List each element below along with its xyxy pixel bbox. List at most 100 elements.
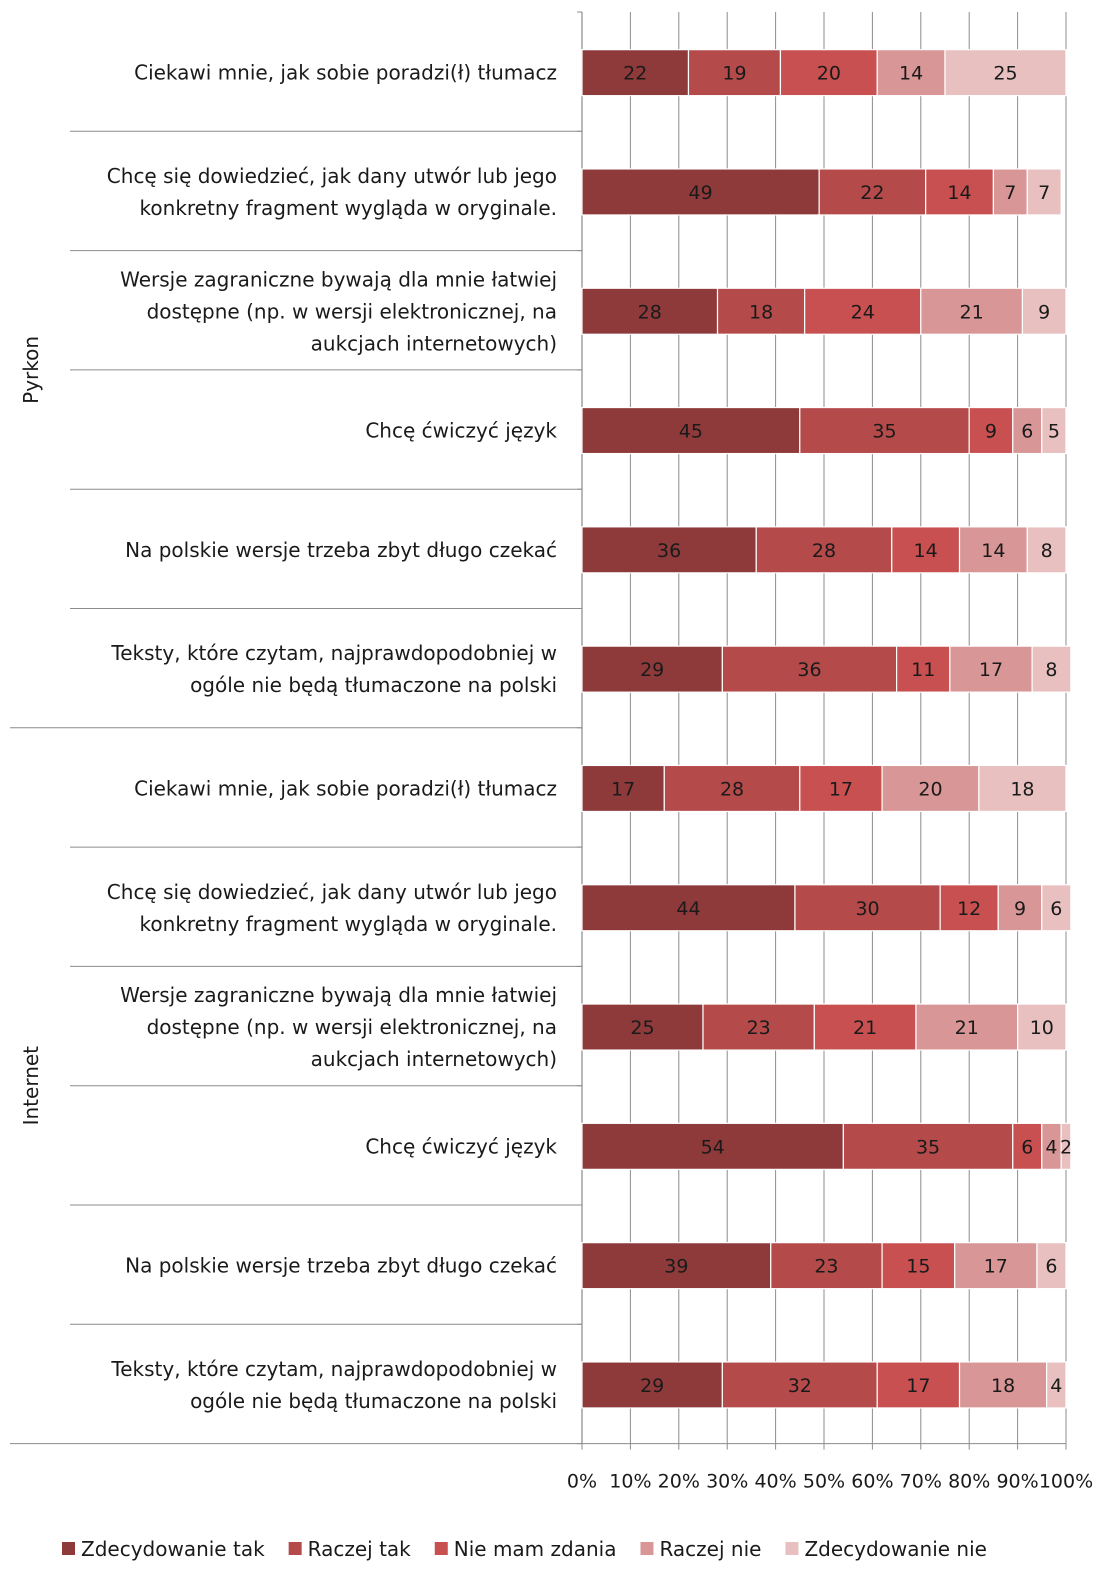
category-label: Chcę ćwiczyć język: [365, 419, 557, 443]
bar-segment: [992, 168, 1028, 216]
bar-value-label: 5: [1048, 421, 1060, 443]
bar-value-label: 39: [664, 1256, 688, 1278]
category-label: Chcę się dowiedzieć, jak dany utwór lub …: [107, 164, 557, 188]
bar-value-label: 18: [991, 1375, 1015, 1397]
bar-segment: [1036, 1242, 1067, 1290]
bar-segment: [1041, 406, 1067, 455]
legend-label: Raczej nie: [659, 1537, 761, 1561]
bar-value-label: 17: [611, 778, 635, 800]
bar-value-label: 49: [688, 182, 712, 204]
bar-segment: [1046, 1361, 1067, 1409]
bar-value-label: 21: [960, 301, 984, 323]
category-label: dostępne (np. w wersji elektronicznej, n…: [147, 1015, 557, 1039]
bar-segment: [968, 406, 1014, 455]
bar-segment: [1060, 1122, 1072, 1170]
bar-value-label: 7: [1038, 182, 1050, 204]
bar-segment: [1026, 168, 1062, 216]
bar-segment: [581, 1361, 723, 1409]
bar-segment: [1041, 884, 1072, 932]
bar-segment: [915, 1003, 1019, 1051]
bar-segment: [687, 49, 782, 97]
bar-value-label: 22: [623, 63, 647, 85]
category-label: ogóle nie będą tłumaczone na polski: [190, 673, 557, 697]
bar-value-label: 10: [1030, 1017, 1054, 1039]
bar-segment: [954, 1242, 1038, 1290]
legend-swatch: [288, 1542, 302, 1555]
bar-value-label: 4: [1050, 1375, 1062, 1397]
bar-segment: [721, 645, 898, 693]
bar-segment: [581, 526, 757, 574]
bar-segment: [581, 1003, 704, 1051]
category-label: Na polskie wersje trzeba zbyt długo czek…: [125, 1254, 557, 1278]
bar-value-label: 23: [814, 1256, 838, 1278]
bar-value-label: 8: [1045, 659, 1057, 681]
bar-segment: [1016, 1003, 1067, 1051]
bar-value-label: 17: [829, 778, 853, 800]
bar-segment: [1026, 526, 1067, 574]
legend-swatch: [785, 1542, 799, 1555]
bar-segment: [581, 168, 820, 216]
bar-segment: [813, 1003, 917, 1051]
bar-value-label: 45: [679, 421, 703, 443]
x-tick-label: 20%: [658, 1471, 700, 1493]
category-label: Chcę ćwiczyć język: [365, 1134, 557, 1158]
bar-value-label: 7: [1004, 182, 1016, 204]
bar-value-label: 17: [906, 1375, 930, 1397]
bar-value-label: 18: [749, 301, 773, 323]
bar-value-label: 11: [911, 659, 935, 681]
bar-segment: [1031, 645, 1072, 693]
category-label: Wersje zagraniczne bywają dla mnie łatwi…: [120, 267, 557, 291]
bar-segment: [702, 1003, 815, 1051]
bar-value-label: 36: [797, 659, 821, 681]
legend-label: Zdecydowanie nie: [804, 1537, 987, 1561]
bar-value-label: 14: [914, 540, 938, 562]
bar-value-label: 44: [676, 898, 700, 920]
bar-segment: [804, 287, 922, 335]
x-tick-label: 40%: [754, 1471, 796, 1493]
bar-segment: [944, 49, 1067, 97]
bar-segment: [581, 49, 690, 97]
bar-segment: [891, 526, 961, 574]
bar-value-label: 36: [657, 540, 681, 562]
x-tick-label: 50%: [803, 1471, 845, 1493]
bar-segment: [794, 884, 941, 932]
bar-value-label: 35: [872, 421, 896, 443]
bar-value-label: 14: [899, 63, 923, 85]
x-tick-label: 100%: [1039, 1471, 1093, 1493]
bar-segment: [721, 1361, 878, 1409]
bar-segment: [842, 1122, 1014, 1170]
bar-segment: [958, 526, 1028, 574]
bar-value-label: 14: [947, 182, 971, 204]
bar-value-label: 2: [1060, 1136, 1072, 1158]
bar-value-label: 35: [916, 1136, 940, 1158]
bar-value-label: 17: [979, 659, 1003, 681]
bar-segment: [581, 406, 801, 455]
bar-value-label: 4: [1045, 1136, 1057, 1158]
category-label: Ciekawi mnie, jak sobie poradzi(ł) tłuma…: [134, 776, 557, 800]
bar-segment: [581, 1242, 772, 1290]
bar-value-label: 19: [722, 63, 746, 85]
bar-segment: [799, 406, 970, 455]
bar-value-label: 6: [1021, 1136, 1033, 1158]
category-label: konkretny fragment wygląda w oryginale.: [140, 196, 557, 220]
x-tick-label: 90%: [996, 1471, 1038, 1493]
category-label: konkretny fragment wygląda w oryginale.: [140, 912, 557, 936]
category-label: Chcę się dowiedzieć, jak dany utwór lub …: [107, 880, 557, 904]
category-label: dostępne (np. w wersji elektronicznej, n…: [147, 299, 557, 323]
bar-value-label: 15: [906, 1256, 930, 1278]
bar-value-label: 24: [851, 301, 875, 323]
group-label: Pyrkon: [19, 336, 43, 404]
bar-value-label: 54: [701, 1136, 725, 1158]
bar-value-label: 6: [1045, 1256, 1057, 1278]
bar-value-label: 6: [1021, 421, 1033, 443]
bar-value-label: 14: [981, 540, 1005, 562]
bar-segment: [876, 1361, 961, 1409]
category-label: Wersje zagraniczne bywają dla mnie łatwi…: [120, 983, 557, 1007]
bar-segment: [581, 884, 796, 932]
bar-segment: [799, 764, 883, 813]
bar-value-label: 32: [788, 1375, 812, 1397]
bar-segment: [881, 764, 980, 813]
bar-value-label: 23: [747, 1017, 771, 1039]
bar-value-label: 8: [1041, 540, 1053, 562]
bar-value-label: 9: [985, 421, 997, 443]
